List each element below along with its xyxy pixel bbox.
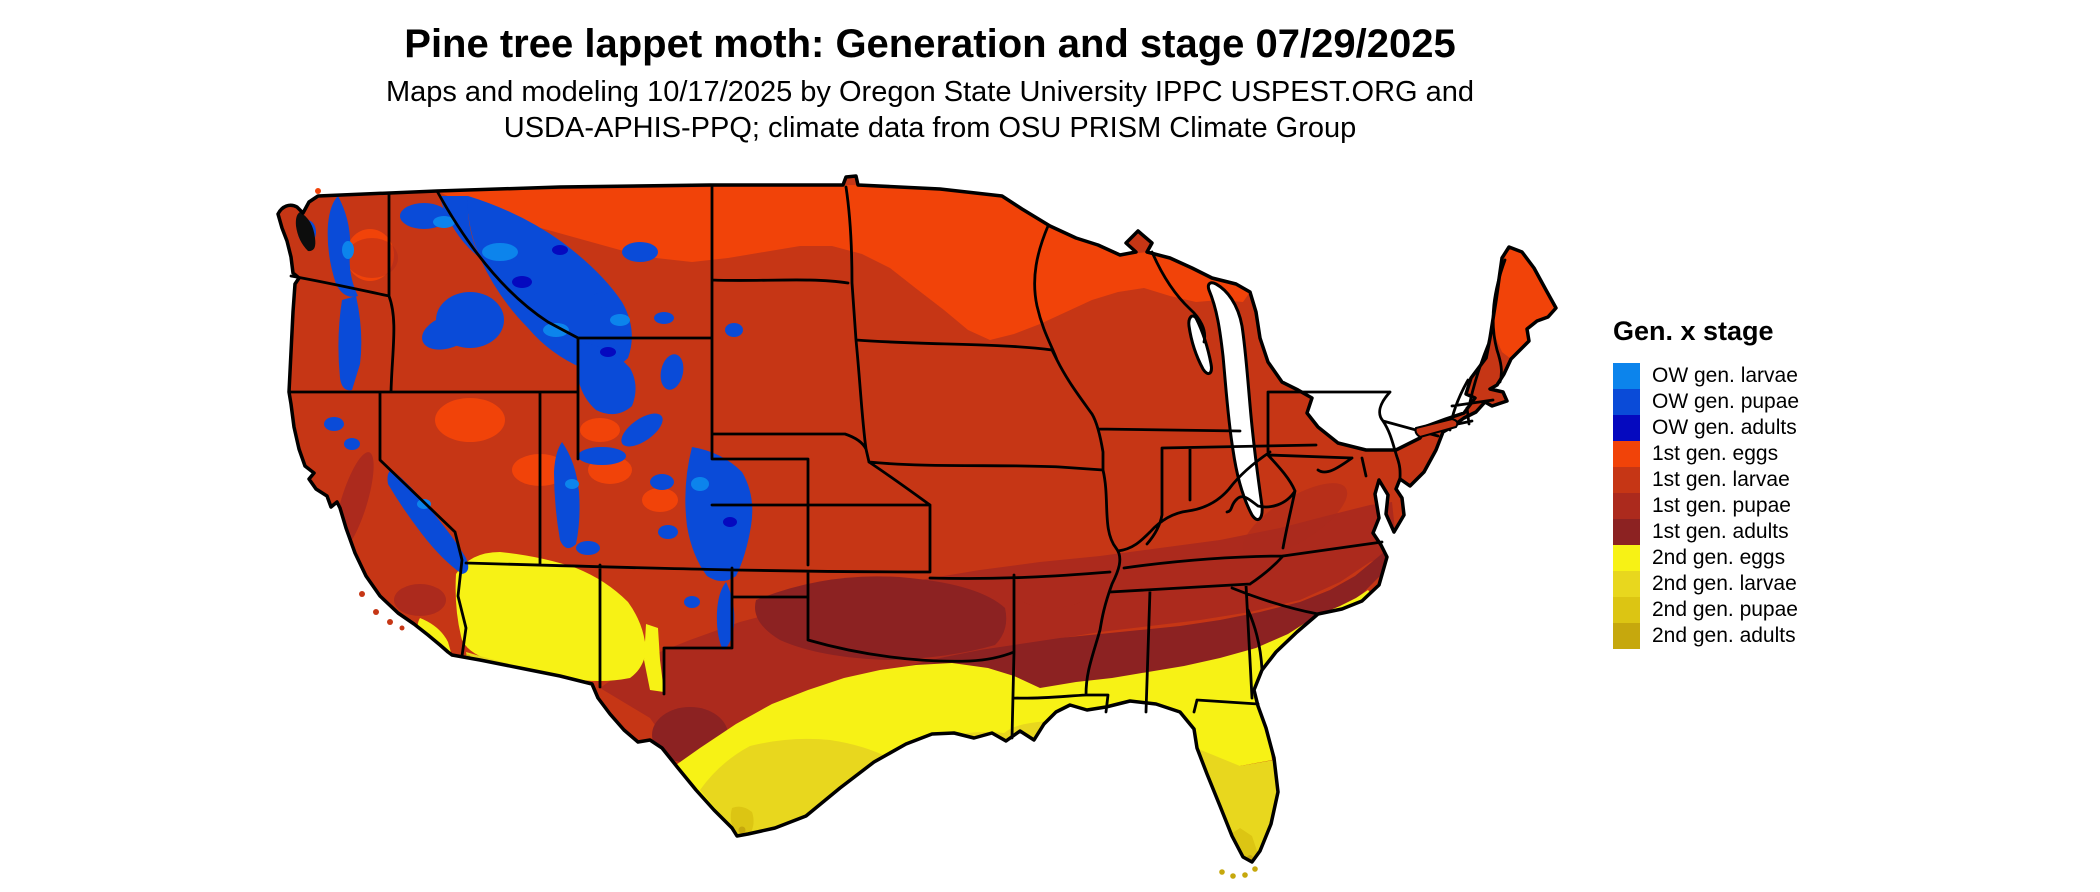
legend-item: 2nd gen. larvae <box>1613 571 1799 597</box>
map-title: Pine tree lappet moth: Generation and st… <box>404 22 1456 66</box>
legend-swatch <box>1613 571 1640 597</box>
region-2nd-gen-pupae <box>730 806 1258 862</box>
legend-swatch <box>1613 467 1640 493</box>
legend-swatch <box>1613 415 1640 441</box>
legend-item-label: OW gen. adults <box>1652 416 1797 439</box>
legend-swatch <box>1613 389 1640 415</box>
legend-item: 2nd gen. pupae <box>1613 597 1799 623</box>
legend-items: OW gen. larvae OW gen. pupae OW gen. adult… <box>1613 363 1799 649</box>
legend-swatch <box>1613 597 1640 623</box>
legend-swatch <box>1613 623 1640 649</box>
legend-item: 2nd gen. eggs <box>1613 545 1799 571</box>
legend-item: 2nd gen. adults <box>1613 623 1799 649</box>
us-outline <box>276 174 1558 864</box>
legend-swatch <box>1613 545 1640 571</box>
legend-item: 1st gen. pupae <box>1613 493 1799 519</box>
legend-item: 1st gen. eggs <box>1613 441 1799 467</box>
subtitle-line-1: Maps and modeling 10/17/2025 by Oregon S… <box>385 76 1475 108</box>
legend-item-label: 1st gen. larvae <box>1652 468 1790 491</box>
legend-item: OW gen. adults <box>1613 415 1799 441</box>
legend-item-label: OW gen. pupae <box>1652 390 1800 413</box>
map-subtitle: Maps and modeling 10/17/2025 by Oregon S… <box>280 74 1580 146</box>
legend-item-label: 1st gen. adults <box>1652 520 1789 543</box>
legend-title: Gen. x stage <box>1613 316 1774 346</box>
legend-item-label: 2nd gen. eggs <box>1652 546 1786 569</box>
legend-swatch <box>1613 519 1640 545</box>
legend-item: 1st gen. adults <box>1613 519 1799 545</box>
legend-swatch <box>1613 493 1640 519</box>
northwest-island-speck <box>315 188 321 194</box>
subtitle-line-2: USDA-APHIS-PPQ; climate data from OSU PR… <box>503 112 1357 144</box>
legend-item-label: 1st gen. pupae <box>1652 494 1791 517</box>
puget-sound <box>295 212 316 252</box>
legend-item-label: 2nd gen. larvae <box>1652 572 1797 595</box>
legend-item-label: 2nd gen. adults <box>1652 624 1796 647</box>
florida-keys <box>1219 866 1258 879</box>
legend-item: OW gen. pupae <box>1613 389 1799 415</box>
legend-swatch <box>1613 441 1640 467</box>
legend-item: OW gen. larvae <box>1613 363 1799 389</box>
legend-item-label: 2nd gen. pupae <box>1652 598 1798 621</box>
state-borders <box>287 183 1507 740</box>
channel-islands <box>359 591 405 631</box>
legend-item-label: OW gen. larvae <box>1652 364 1798 387</box>
region-ow-gen-adults <box>512 245 737 527</box>
legend-item-label: 1st gen. eggs <box>1652 442 1779 465</box>
region-ow-gen-larvae <box>342 216 709 509</box>
long-island <box>1414 417 1459 439</box>
legend: Gen. x stage OW gen. larvae OW gen. pupae… <box>1613 316 1799 649</box>
legend-item: 1st gen. larvae <box>1613 467 1799 493</box>
legend-swatch <box>1613 363 1640 389</box>
